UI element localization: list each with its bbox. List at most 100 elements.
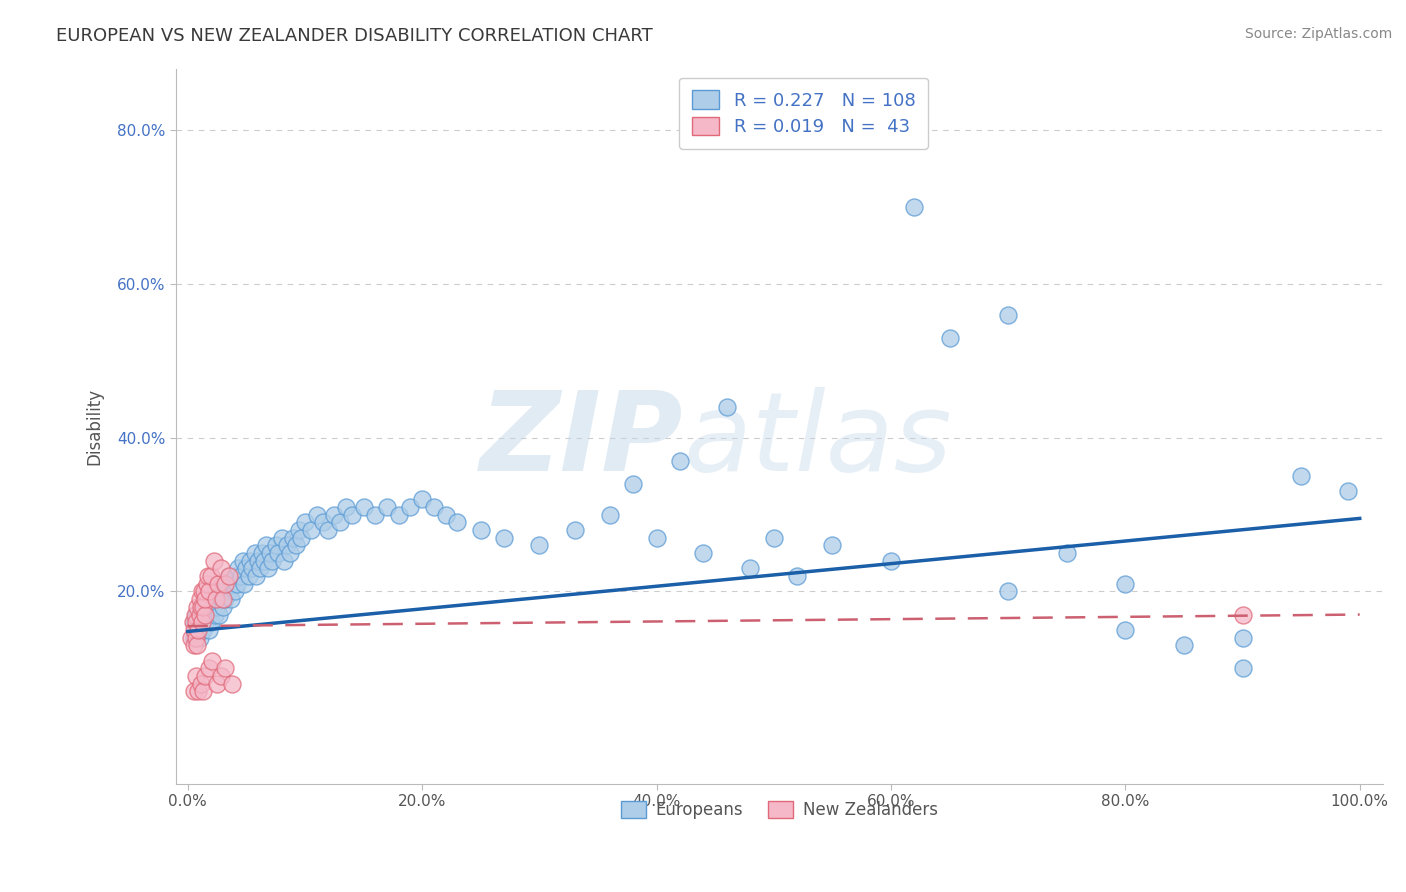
Point (239, 554, 262, 568)
Point (264, 538, 287, 552)
Point (1232, 661, 1254, 675)
Point (198, 623, 221, 637)
Point (218, 584, 240, 599)
Point (184, 669, 207, 683)
Point (200, 615, 222, 630)
Point (262, 554, 284, 568)
Point (226, 576, 249, 591)
Point (716, 400, 738, 414)
Point (423, 500, 446, 514)
Point (221, 677, 243, 691)
Point (188, 615, 211, 630)
Point (938, 331, 960, 345)
Point (1173, 638, 1195, 652)
Y-axis label: Disability: Disability (86, 387, 103, 465)
Point (184, 615, 207, 630)
Point (208, 607, 231, 622)
Point (183, 631, 205, 645)
Point (903, 200, 925, 214)
Point (880, 554, 903, 568)
Point (190, 599, 212, 614)
Point (205, 592, 228, 607)
Point (184, 607, 207, 622)
Point (229, 569, 252, 583)
Point (197, 607, 219, 622)
Point (183, 638, 205, 652)
Point (205, 599, 228, 614)
Point (364, 508, 387, 522)
Point (645, 531, 668, 545)
Point (621, 476, 644, 491)
Point (201, 654, 224, 668)
Point (212, 592, 235, 607)
Point (191, 584, 214, 599)
Point (191, 623, 214, 637)
Point (202, 592, 225, 607)
Point (218, 569, 240, 583)
Point (194, 599, 217, 614)
Point (212, 584, 235, 599)
Point (186, 638, 208, 652)
Point (1337, 484, 1360, 499)
Point (209, 669, 232, 683)
Point (250, 546, 273, 560)
Point (183, 684, 205, 698)
Point (194, 607, 217, 622)
Point (198, 661, 221, 675)
Point (238, 569, 260, 583)
Point (1289, 469, 1312, 483)
Point (270, 531, 292, 545)
Point (219, 592, 242, 607)
Point (564, 523, 586, 537)
Point (191, 599, 214, 614)
Point (187, 623, 209, 637)
Point (218, 569, 240, 583)
Point (323, 508, 346, 522)
Point (1114, 576, 1136, 591)
Point (411, 492, 433, 507)
Point (190, 677, 212, 691)
Legend: Europeans, New Zealanders: Europeans, New Zealanders (614, 794, 945, 825)
Point (388, 508, 411, 522)
Point (821, 538, 844, 552)
Point (188, 592, 211, 607)
Point (253, 554, 276, 568)
Point (997, 584, 1019, 599)
Point (224, 584, 246, 599)
Point (254, 538, 277, 552)
Point (1056, 546, 1078, 560)
Point (226, 561, 249, 575)
Point (188, 631, 211, 645)
Point (259, 546, 281, 560)
Point (235, 561, 257, 575)
Point (305, 508, 328, 522)
Point (329, 515, 352, 529)
Point (214, 592, 236, 607)
Point (399, 500, 422, 514)
Point (311, 515, 333, 529)
Point (209, 592, 232, 607)
Point (204, 607, 226, 622)
Point (340, 508, 363, 522)
Point (294, 515, 316, 529)
Point (256, 561, 278, 575)
Point (191, 607, 214, 622)
Point (197, 569, 219, 583)
Point (200, 599, 222, 614)
Point (692, 546, 714, 560)
Point (202, 554, 225, 568)
Point (599, 508, 621, 522)
Point (193, 584, 215, 599)
Point (205, 677, 228, 691)
Point (184, 607, 207, 622)
Point (224, 569, 246, 583)
Point (335, 500, 357, 514)
Point (290, 531, 312, 545)
Point (318, 523, 340, 537)
Point (194, 669, 217, 683)
Point (195, 576, 218, 591)
Point (194, 615, 217, 630)
Point (247, 554, 270, 568)
Point (740, 561, 762, 575)
Point (1114, 623, 1136, 637)
